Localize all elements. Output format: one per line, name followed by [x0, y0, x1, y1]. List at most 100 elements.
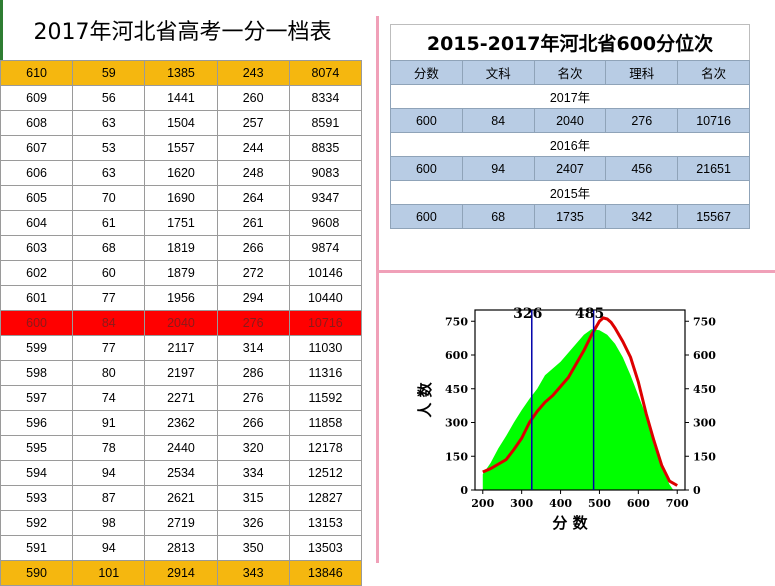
table-cell: 597	[0, 385, 74, 411]
column-header: 分数	[390, 60, 463, 85]
table-cell: 2197	[144, 360, 218, 386]
table-cell: 9083	[288, 160, 363, 186]
table-cell: 9874	[288, 235, 363, 261]
table-cell: 598	[0, 360, 74, 386]
table-row: 602 60 1879 272 10146	[0, 260, 363, 286]
table-cell: 94	[72, 535, 146, 561]
table-cell: 248	[216, 160, 290, 186]
table-cell: 70	[72, 185, 146, 211]
table-cell: 78	[72, 435, 146, 461]
table-row: 605 70 1690 264 9347	[0, 185, 363, 211]
y-tick-label-right: 150	[693, 450, 716, 463]
table-cell: 607	[0, 135, 74, 161]
table-row: 595 78 2440 320 12178	[0, 435, 363, 461]
score-rank-table: 610 59 1385 243 8074 609 56 1441 260 8334 608 63 150…	[0, 60, 363, 586]
table-header-row: 分数 文科 名次 理科 名次	[390, 60, 750, 85]
table-cell: 13846	[288, 560, 363, 586]
table-cell: 9347	[288, 185, 363, 211]
table-cell: 2621	[144, 485, 218, 511]
table-cell: 53	[72, 135, 146, 161]
rank-600-table: 分数 文科 名次 理科 名次 2017年 600 84 2040 276 10716 2016年 600…	[390, 60, 750, 229]
table-row: 596 91 2362 266 11858	[0, 410, 363, 436]
x-axis-label: 分 数	[552, 514, 588, 532]
table-cell: 2117	[144, 335, 218, 361]
table-row: 606 63 1620 248 9083	[0, 160, 363, 186]
plot-frame	[474, 309, 686, 491]
table-row: 599 77 2117 314 11030	[0, 335, 363, 361]
y-tick-label-left: 0	[460, 484, 468, 497]
table-cell: 12827	[288, 485, 363, 511]
table-cell: 266	[216, 235, 290, 261]
table-cell: 260	[216, 85, 290, 111]
table-cell: 8334	[288, 85, 363, 111]
table-cell: 1735	[533, 204, 607, 229]
x-tick-label: 700	[666, 497, 689, 510]
table-cell: 276	[216, 310, 290, 336]
table-cell: 2407	[533, 156, 607, 181]
table-cell: 2719	[144, 510, 218, 536]
table-cell: 261	[216, 210, 290, 236]
table-cell: 315	[216, 485, 290, 511]
column-header: 名次	[677, 60, 750, 85]
y-tick-label-left: 300	[445, 417, 468, 430]
x-tick-label: 600	[627, 497, 650, 510]
table-cell: 1819	[144, 235, 218, 261]
table-cell: 603	[0, 235, 74, 261]
table-cell: 601	[0, 285, 74, 311]
table-cell: 56	[72, 85, 146, 111]
table-cell: 91	[72, 410, 146, 436]
table-cell: 606	[0, 160, 74, 186]
table-cell: 1956	[144, 285, 218, 311]
table-cell: 244	[216, 135, 290, 161]
table-cell: 1620	[144, 160, 218, 186]
table-cell: 8074	[288, 60, 363, 86]
table-cell: 600	[390, 156, 463, 181]
table-cell: 10716	[288, 310, 363, 336]
table-cell: 294	[216, 285, 290, 311]
y-axis-label: 人 数	[416, 381, 434, 417]
table-cell: 599	[0, 335, 74, 361]
table-cell: 343	[216, 560, 290, 586]
distribution-chart: 326 485 200 300 400 500 600 700 0 0 150 150 300 300 45…	[416, 306, 716, 532]
table-cell: 320	[216, 435, 290, 461]
column-header: 理科	[605, 60, 679, 85]
table-cell: 8591	[288, 110, 363, 136]
table-row: 590 101 2914 343 13846	[0, 560, 363, 586]
year-label: 2016年	[390, 132, 750, 157]
left-title-text: 2017年河北省高考一分一档表	[33, 20, 332, 45]
y-tick-label-left: 600	[445, 349, 468, 362]
table-row: 598 80 2197 286 11316	[0, 360, 363, 386]
table-cell: 10716	[677, 108, 750, 133]
table-cell: 334	[216, 460, 290, 486]
table-cell: 8835	[288, 135, 363, 161]
table-cell: 592	[0, 510, 74, 536]
y-tick-label-right: 600	[693, 349, 716, 362]
table-cell: 591	[0, 535, 74, 561]
year-row: 2015年	[390, 180, 750, 205]
column-header: 名次	[533, 60, 607, 85]
y-tick-label-left: 750	[445, 315, 468, 328]
table-cell: 594	[0, 460, 74, 486]
table-cell: 10146	[288, 260, 363, 286]
table-cell: 326	[216, 510, 290, 536]
line-series-red	[482, 316, 678, 487]
table-row: 592 98 2719 326 13153	[0, 510, 363, 536]
table-cell: 11592	[288, 385, 363, 411]
table-row: 600 84 2040 276 10716	[390, 108, 750, 133]
table-cell: 590	[0, 560, 74, 586]
table-row: 604 61 1751 261 9608	[0, 210, 363, 236]
table-cell: 276	[605, 108, 679, 133]
left-title: 2017年河北省高考一分一档表	[0, 0, 362, 60]
table-cell: 9608	[288, 210, 363, 236]
table-cell: 63	[72, 160, 146, 186]
table-cell: 605	[0, 185, 74, 211]
table-row: 609 56 1441 260 8334	[0, 85, 363, 111]
table-cell: 600	[390, 204, 463, 229]
table-row: 608 63 1504 257 8591	[0, 110, 363, 136]
table-cell: 87	[72, 485, 146, 511]
table-cell: 2534	[144, 460, 218, 486]
table-cell: 272	[216, 260, 290, 286]
table-cell: 1441	[144, 85, 218, 111]
table-cell: 11030	[288, 335, 363, 361]
table-row: 610 59 1385 243 8074	[0, 60, 363, 86]
